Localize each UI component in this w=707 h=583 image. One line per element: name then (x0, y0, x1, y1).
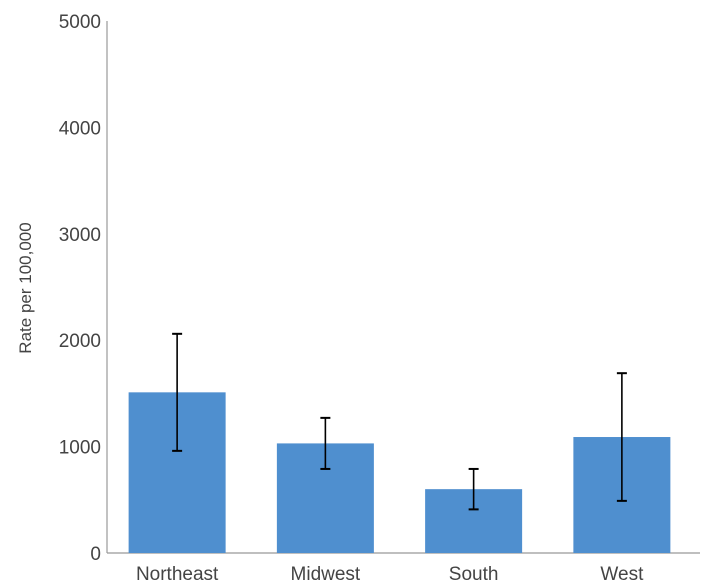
y-tick-label: 4000 (59, 118, 101, 139)
y-tick-label: 3000 (59, 225, 101, 246)
y-axis-title: Rate per 100,000 (16, 222, 35, 353)
x-tick-label: West (600, 564, 644, 583)
x-tick-label: South (449, 564, 499, 583)
y-tick-label: 1000 (59, 438, 101, 459)
y-tick-label: 2000 (59, 331, 101, 352)
y-tick-label: 0 (90, 544, 101, 565)
x-tick-label: Northeast (136, 564, 219, 583)
x-tick-label: Midwest (291, 564, 361, 583)
y-tick-label: 5000 (59, 12, 101, 33)
